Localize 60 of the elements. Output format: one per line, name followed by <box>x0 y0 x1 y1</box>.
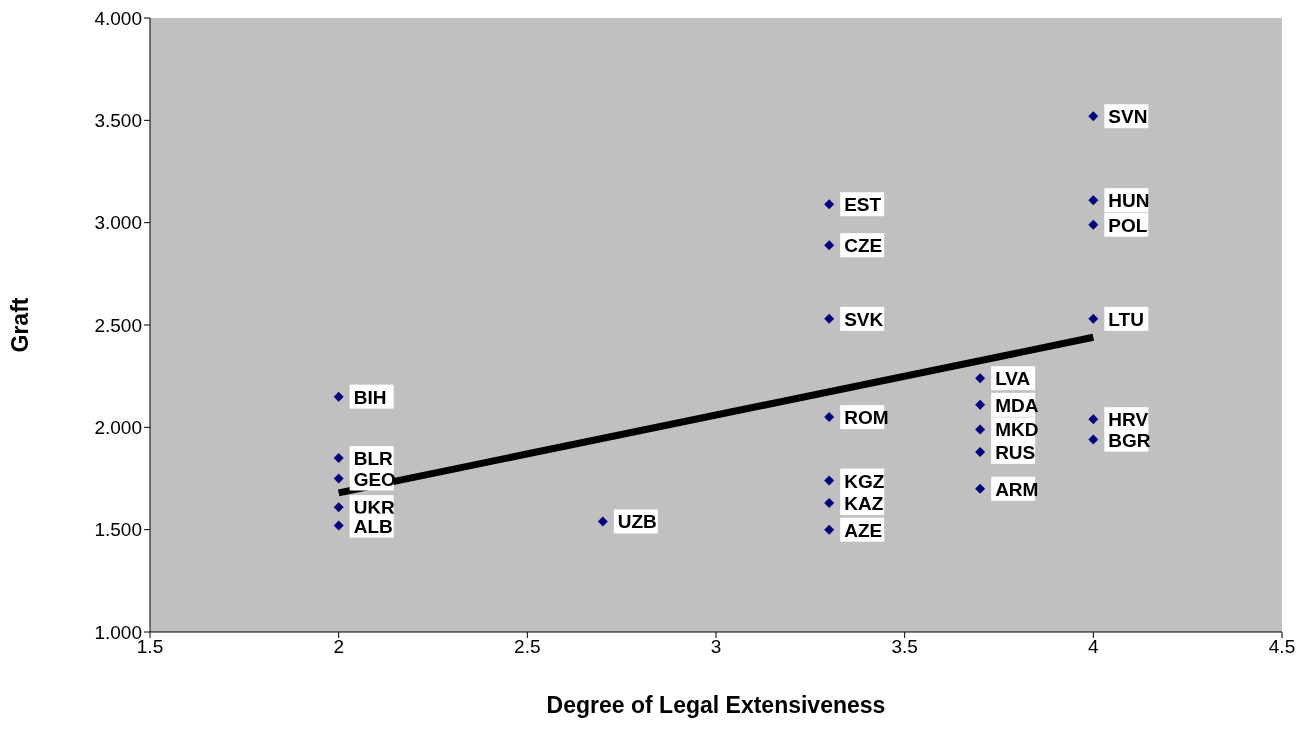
point <box>824 524 835 535</box>
annotation: MKD <box>995 419 1039 441</box>
annotation: ROM <box>844 407 889 429</box>
point <box>333 473 344 484</box>
annotation: MDA <box>995 394 1039 416</box>
point <box>975 446 986 457</box>
annotation: RUS <box>995 441 1036 463</box>
x-tick-label: 2.5 <box>514 636 541 658</box>
y-tick-label: 2.500 <box>94 314 142 336</box>
annotation: LVA <box>995 368 1031 390</box>
point <box>1088 111 1099 122</box>
annotation: BLR <box>353 448 393 470</box>
annotation: ARM <box>995 478 1039 500</box>
annotation: LTU <box>1108 308 1144 330</box>
annotation: CZE <box>844 235 883 257</box>
point <box>333 520 344 531</box>
annotation: SVN <box>1108 106 1148 128</box>
point <box>824 498 835 509</box>
y-tick-label: 3.000 <box>94 212 142 234</box>
annotation: HUN <box>1108 190 1150 212</box>
point <box>824 199 835 210</box>
point <box>824 412 835 423</box>
x-tick-label: 2 <box>333 636 344 658</box>
x-tick-label: 3 <box>710 636 722 658</box>
point <box>975 483 986 494</box>
x-tick-label: 4 <box>1088 636 1100 658</box>
x-axis-title: Degree of Legal Extensiveness <box>546 692 886 718</box>
y-tick-label: 2.000 <box>94 417 142 439</box>
point <box>333 391 344 402</box>
annotation: HRV <box>1108 409 1149 431</box>
y-tick-label: 4.000 <box>94 7 142 29</box>
point <box>975 424 986 435</box>
point <box>1088 313 1099 324</box>
y-tick-label: 1.500 <box>94 519 142 541</box>
annotation: BGR <box>1108 429 1151 451</box>
annotation: BIH <box>353 386 387 408</box>
point <box>824 475 835 486</box>
point <box>975 399 986 410</box>
annotation: AZE <box>844 519 883 541</box>
point <box>1088 195 1099 206</box>
point <box>824 240 835 251</box>
annotation: KAZ <box>844 493 884 515</box>
point <box>1088 219 1099 230</box>
point <box>1088 414 1099 425</box>
x-tick-label: 3.5 <box>891 636 918 658</box>
point <box>1088 434 1099 445</box>
annotation: GEO <box>353 468 396 490</box>
annotation: POL <box>1108 214 1148 236</box>
point <box>597 516 608 527</box>
annotation: UZB <box>617 511 657 533</box>
annotation: SVK <box>844 308 884 330</box>
point <box>975 373 986 384</box>
point <box>333 453 344 464</box>
point <box>333 502 344 513</box>
annotation: EST <box>844 194 882 216</box>
point <box>824 313 835 324</box>
x-tick-label: 4.5 <box>1268 636 1296 658</box>
y-axis-title: Graft <box>7 297 34 353</box>
y-tick-label: 3.500 <box>94 110 142 132</box>
annotation: KGZ <box>844 470 885 492</box>
